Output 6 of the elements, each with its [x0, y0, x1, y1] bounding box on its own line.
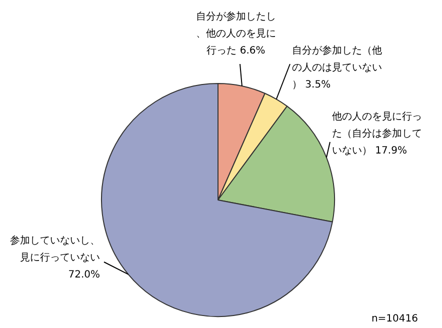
- slice-label: 他の人のを見に行った（自分は参加していない） 17.9%: [332, 110, 422, 157]
- text: n=10416: [371, 314, 418, 325]
- data-label: 72.0%: [68, 270, 100, 281]
- slice-label: 参加していないし、見に行っていない: [10, 234, 100, 264]
- slice-label: 自分が参加したし、他の人のを見に行った 6.6%: [196, 10, 276, 57]
- slice-label: 自分が参加した（他の人のは見ていない） 3.5%: [292, 44, 382, 91]
